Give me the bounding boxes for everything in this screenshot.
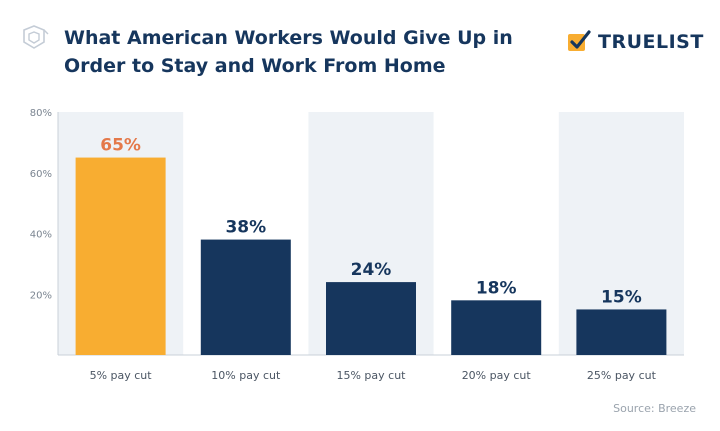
workplace-icon: [23, 25, 49, 49]
bar: [75, 157, 166, 355]
data-label: 65%: [100, 136, 141, 156]
data-label: 18%: [476, 278, 517, 298]
x-tick-label: 5% pay cut: [90, 369, 153, 382]
bar: [200, 239, 291, 355]
brand-name: TRUELIST: [598, 31, 704, 53]
chart-title-line-2: Order to Stay and Work From Home: [64, 55, 446, 77]
checkbox-check-icon: [568, 30, 591, 51]
data-label: 38%: [225, 218, 266, 238]
data-label: 24%: [351, 260, 392, 280]
y-tick-label: 80%: [30, 108, 52, 119]
x-tick-label: 25% pay cut: [587, 369, 657, 382]
x-tick-label: 20% pay cut: [462, 369, 532, 382]
y-tick-label: 60%: [30, 169, 52, 180]
x-tick-label: 15% pay cut: [336, 369, 406, 382]
bar: [451, 300, 542, 355]
x-tick-label: 10% pay cut: [211, 369, 281, 382]
y-tick-label: 20%: [30, 290, 52, 301]
y-tick-label: 40%: [30, 230, 52, 241]
bar: [576, 309, 667, 355]
bar: [326, 282, 416, 355]
source-note: Source: Breeze: [613, 402, 696, 415]
chart-title-line-1: What American Workers Would Give Up in: [64, 27, 513, 49]
chart-title: What American Workers Would Give Up in O…: [64, 24, 534, 80]
data-label: 15%: [601, 287, 642, 307]
brand-logo: TRUELIST: [566, 28, 704, 56]
